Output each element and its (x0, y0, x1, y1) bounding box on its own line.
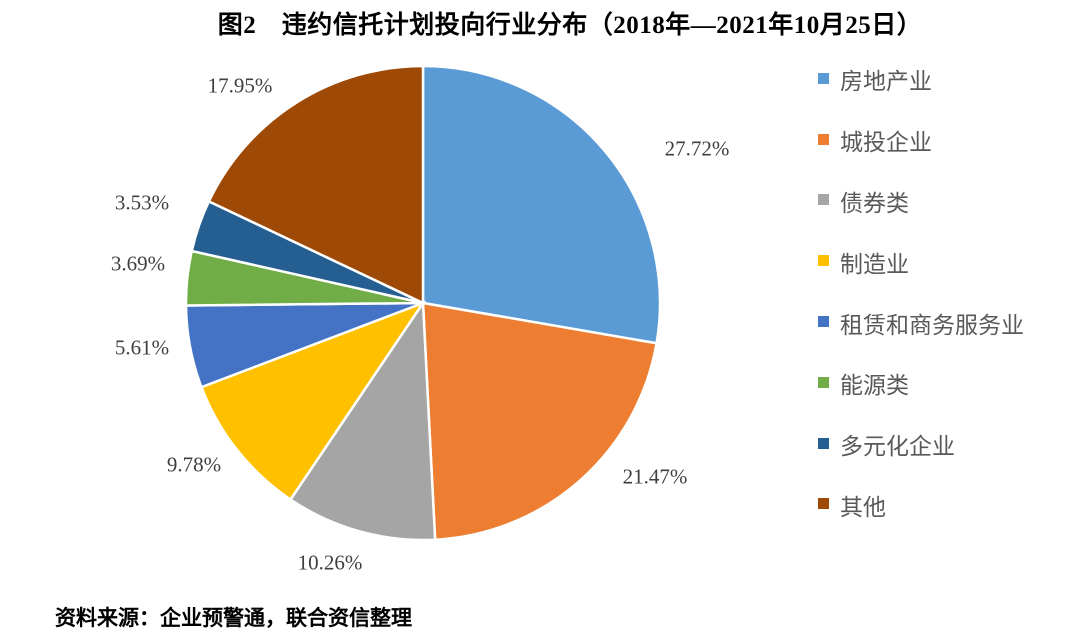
legend-item-diversified: 多元化企业 (818, 414, 1024, 475)
legend-label: 其他 (840, 493, 886, 520)
legend-label: 城投企业 (840, 129, 932, 156)
legend-swatch (818, 316, 829, 328)
legend-swatch (818, 255, 829, 267)
legend-label: 多元化企业 (840, 433, 955, 460)
legend-label: 租赁和商务服务业 (840, 311, 1024, 338)
legend-swatch (818, 376, 829, 388)
legend-item-other: 其他 (818, 475, 1024, 536)
legend-item-urban-investment: 城投企业 (818, 110, 1024, 171)
legend-swatch (818, 437, 829, 449)
legend-label: 制造业 (840, 250, 909, 277)
legend-label: 房地产业 (840, 68, 932, 95)
legend-swatch (818, 498, 829, 510)
legend-swatch (818, 72, 829, 84)
data-label-urban-investment: 21.47% (622, 464, 688, 489)
legend: 房地产业 城投企业 债券类 制造业 租赁和商务服务业 能源类 多元化企业 其他 (818, 49, 1024, 535)
pie-slice-2 (421, 301, 658, 542)
legend-swatch (818, 194, 829, 206)
source-note: 资料来源：企业预警通，联合资信整理 (55, 606, 412, 630)
data-label-real-estate: 27.72% (664, 136, 730, 161)
legend-swatch (818, 133, 829, 145)
pie-slice-3 (288, 299, 437, 542)
legend-item-bonds: 债券类 (818, 171, 1024, 232)
legend-label: 能源类 (840, 372, 909, 399)
legend-item-real-estate: 房地产业 (818, 49, 1024, 110)
legend-item-leasing-business-services: 租赁和商务服务业 (818, 292, 1024, 353)
data-label-leasing-business-services: 5.61% (114, 335, 170, 360)
data-label-bonds: 10.26% (297, 550, 363, 575)
data-label-manufacturing: 9.78% (166, 452, 222, 477)
data-label-diversified: 3.53% (114, 190, 170, 215)
legend-label: 债券类 (840, 189, 909, 216)
pie-slice-1 (421, 64, 662, 345)
legend-item-energy: 能源类 (818, 353, 1024, 414)
pie-slice-8 (207, 64, 425, 305)
chart-title: 图2 违约信托计划投向行业分布（2018年—2021年10月25日） (217, 12, 923, 39)
pie-slice-4 (199, 300, 427, 502)
data-label-other: 17.95% (207, 73, 273, 98)
data-label-energy: 3.69% (110, 251, 166, 276)
legend-item-manufacturing: 制造业 (818, 231, 1024, 292)
